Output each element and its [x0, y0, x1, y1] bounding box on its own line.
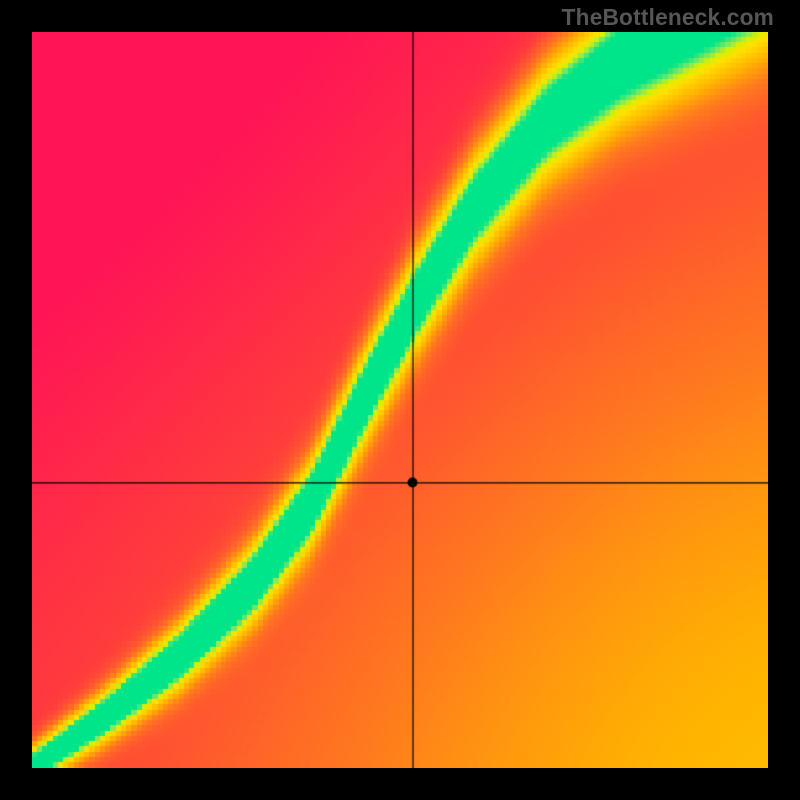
chart-container: TheBottleneck.com	[0, 0, 800, 800]
watermark-text: TheBottleneck.com	[562, 4, 774, 31]
heatmap-canvas	[32, 32, 768, 768]
